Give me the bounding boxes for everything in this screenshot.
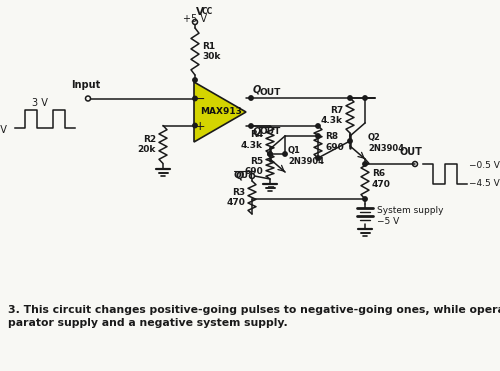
Text: +: + bbox=[194, 120, 205, 133]
Text: OUT: OUT bbox=[259, 88, 280, 97]
Text: R2
20k: R2 20k bbox=[138, 135, 156, 154]
Text: R1
30k: R1 30k bbox=[202, 42, 220, 61]
Text: −0.5 V: −0.5 V bbox=[469, 161, 500, 170]
Text: Q: Q bbox=[253, 127, 264, 137]
Text: OUT: OUT bbox=[400, 147, 422, 157]
Polygon shape bbox=[194, 82, 246, 142]
Text: CC: CC bbox=[202, 7, 213, 16]
Circle shape bbox=[363, 96, 367, 100]
Text: R3
470: R3 470 bbox=[226, 188, 245, 207]
Circle shape bbox=[348, 139, 352, 143]
Text: MAX913: MAX913 bbox=[200, 108, 242, 116]
Text: R7
4.3k: R7 4.3k bbox=[321, 106, 343, 125]
Text: System supply
−5 V: System supply −5 V bbox=[377, 206, 444, 226]
Circle shape bbox=[348, 96, 352, 100]
Circle shape bbox=[283, 152, 287, 156]
Circle shape bbox=[249, 124, 253, 128]
Text: 3 V: 3 V bbox=[32, 98, 48, 108]
Text: 3. This circuit changes positive-going pulses to negative-going ones, while oper: 3. This circuit changes positive-going p… bbox=[8, 305, 500, 328]
Text: V: V bbox=[196, 7, 204, 17]
Text: R8
690: R8 690 bbox=[325, 132, 344, 152]
Text: Input: Input bbox=[72, 79, 101, 89]
Text: −4.5 V: −4.5 V bbox=[469, 178, 500, 187]
Text: Q2
2N3904: Q2 2N3904 bbox=[368, 133, 404, 153]
Circle shape bbox=[249, 96, 253, 100]
Text: R6
470: R6 470 bbox=[372, 169, 391, 189]
Circle shape bbox=[193, 123, 197, 128]
Circle shape bbox=[316, 156, 320, 160]
Circle shape bbox=[268, 152, 272, 156]
Text: Q: Q bbox=[253, 85, 261, 95]
Circle shape bbox=[363, 197, 367, 201]
Text: Q: Q bbox=[236, 171, 248, 181]
Circle shape bbox=[268, 152, 272, 156]
Circle shape bbox=[363, 162, 367, 166]
Circle shape bbox=[193, 78, 197, 82]
Text: −: − bbox=[195, 93, 205, 106]
Circle shape bbox=[316, 134, 320, 138]
Text: Q1
2N3904: Q1 2N3904 bbox=[288, 146, 324, 166]
Circle shape bbox=[316, 124, 320, 128]
Text: 0 V: 0 V bbox=[0, 125, 7, 135]
Circle shape bbox=[193, 96, 197, 101]
Text: R5
690: R5 690 bbox=[244, 157, 263, 176]
Text: +5 V: +5 V bbox=[183, 14, 207, 24]
Text: =: = bbox=[267, 181, 275, 191]
Text: OUT: OUT bbox=[234, 171, 256, 180]
Text: OUT: OUT bbox=[259, 127, 280, 136]
Text: R4
4.3k: R4 4.3k bbox=[241, 130, 263, 150]
